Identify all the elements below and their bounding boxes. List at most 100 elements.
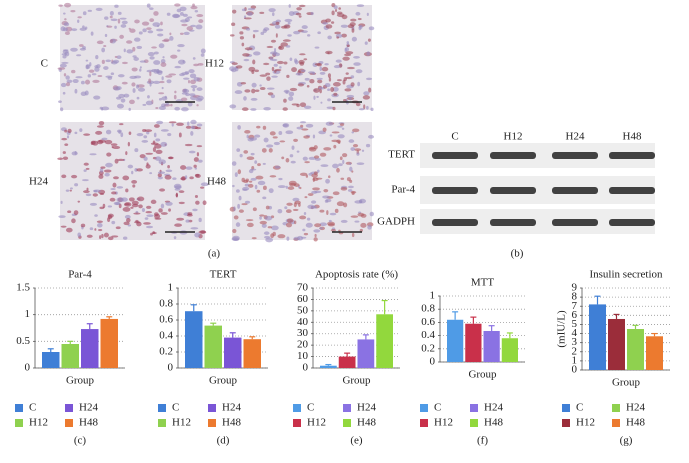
cell [64,18,67,21]
cell [196,152,200,157]
legend-label: H12 [307,417,326,429]
cell [344,47,347,53]
cell [63,12,66,15]
cell [259,216,262,220]
cell [287,186,295,190]
cell [272,231,276,237]
cell [89,227,94,231]
cell [322,195,330,199]
cell [74,88,78,94]
cell [285,185,288,189]
cell [331,10,335,16]
bar [204,325,222,368]
cell [160,62,167,67]
cell [103,44,107,47]
cell [319,152,327,157]
cell [134,148,139,153]
cell [128,131,132,136]
cell [75,76,83,79]
cell [175,193,178,198]
legend-label: H12 [576,417,595,429]
cell [83,133,91,136]
cell [156,28,164,32]
cell [57,67,66,70]
cell [306,34,311,37]
cell [101,233,104,239]
cell [153,11,159,16]
cell [263,27,270,31]
cell [231,22,236,27]
x-axis-label: Group [209,375,238,387]
cell [335,59,342,63]
bar [61,344,79,368]
cell [283,89,290,93]
cell [319,88,322,94]
cell [105,59,112,63]
cell [243,179,249,183]
cell [104,16,109,20]
cell [154,143,162,149]
cell [143,135,148,139]
cell [284,18,293,23]
cell [250,177,257,181]
cell [187,121,190,126]
cell [130,206,134,209]
cell [187,102,193,107]
cell [127,141,131,147]
cell [346,66,355,70]
cell [340,177,345,180]
cell [58,4,63,7]
cell [279,66,282,69]
legend-label: H24 [484,402,503,414]
cell [312,187,320,191]
y-tick-label: 70 [297,282,309,294]
y-tick-label: 0 [303,362,309,374]
cell [285,209,292,214]
cell [279,140,286,143]
legend-label: H48 [79,417,98,429]
cell [132,88,136,93]
cell [113,86,121,91]
cell [188,150,196,154]
cell [62,27,68,32]
cell [61,61,69,64]
cell [107,76,113,80]
cell [161,39,169,42]
cell [291,145,295,150]
cell [270,51,278,55]
cell [190,119,197,125]
cell [145,152,154,155]
cell [127,224,132,227]
y-tick-label: 0.5 [16,335,30,347]
cell [107,236,114,241]
chart-title: Apoptosis rate (%) [315,269,398,281]
cell [101,59,105,64]
cell [158,105,166,111]
cell [125,151,128,156]
cell [159,80,165,84]
cell [257,180,266,186]
cell [284,206,288,210]
cell [168,208,171,212]
cell [142,103,147,106]
cell [336,167,340,173]
cell [200,230,206,234]
cell [121,61,128,65]
cell [105,162,113,168]
cell [109,15,113,19]
cell [99,106,103,110]
cell [278,45,285,51]
cell [354,148,362,152]
cell [340,24,348,28]
cell [147,95,150,99]
cell [314,223,322,228]
cell [331,139,339,143]
cell [254,69,259,73]
cell [139,68,142,72]
cell [157,25,160,28]
cell [259,84,262,87]
cell [171,123,174,127]
cell [141,140,149,143]
cell [117,11,122,15]
cell [117,74,125,78]
